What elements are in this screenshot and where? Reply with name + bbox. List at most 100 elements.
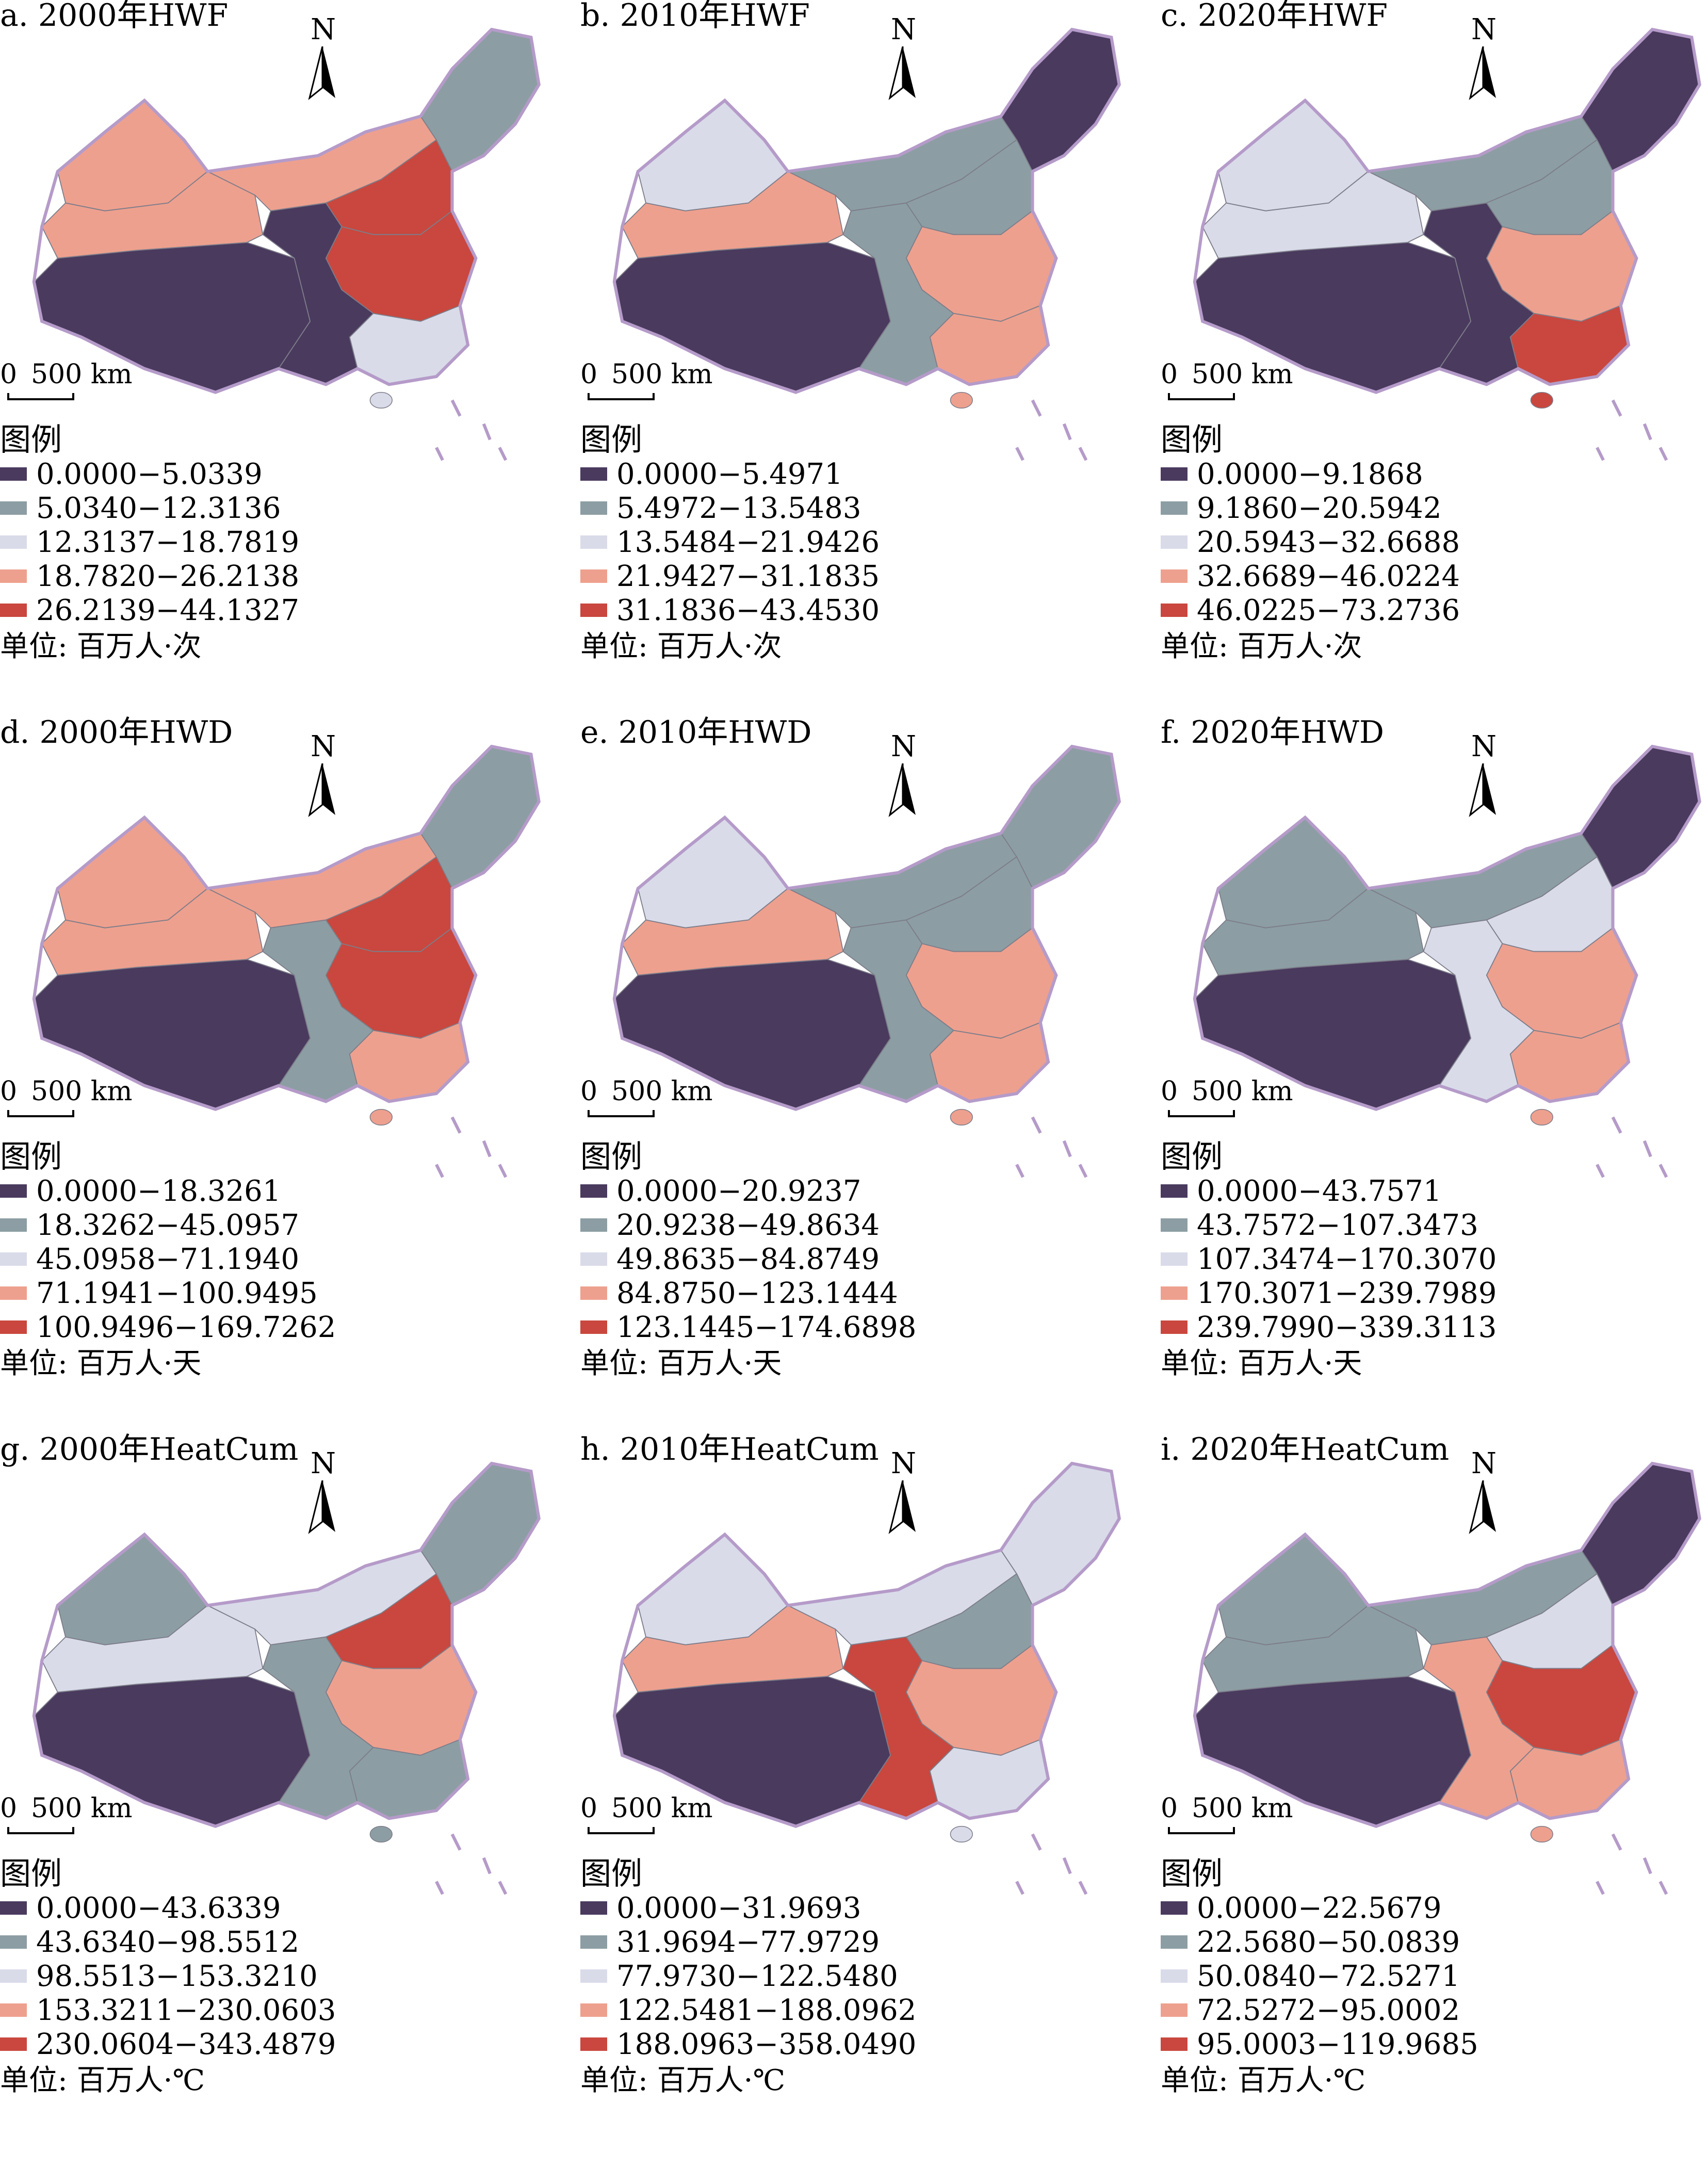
legend-row: 122.5481−188.0962 [580, 1993, 916, 2027]
legend-class-label: 22.5680−50.0839 [1197, 1925, 1460, 1959]
legend-class-label: 188.0963−358.0490 [616, 2027, 917, 2061]
hainan-island [950, 1108, 973, 1126]
scale-label: 500 km [31, 359, 133, 390]
country-boundary [612, 27, 1121, 394]
legend-swatch [580, 1935, 607, 1949]
map-panel: i. 2020年HeatCum N 0 500 km 图例 0.0000−22.5679 2… [1161, 1434, 1708, 2146]
choropleth-map [1193, 744, 1701, 1178]
panel-title: h. 2010年HeatCum [580, 1431, 879, 1467]
region-southwest [842, 1636, 954, 1819]
legend-swatch [580, 2003, 607, 2017]
country-boundary [1193, 1461, 1701, 1828]
legend-swatch [0, 569, 27, 583]
nine-dash-segment [1031, 399, 1042, 417]
legend-class-label: 26.2139−44.1327 [36, 593, 300, 627]
scale-zero: 0 [580, 1076, 598, 1107]
legend-row: 107.3474−170.3070 [1161, 1242, 1496, 1276]
scale-bar: 0 500 km [1161, 1795, 1295, 1836]
map-panel: c. 2020年HWF N 0 500 km 图例 0.0000−9.1868 9.1860… [1161, 0, 1708, 712]
nine-dash-segment [1658, 1881, 1668, 1895]
legend-class-label: 170.3071−239.7989 [1197, 1276, 1497, 1310]
scale-bar: 0 500 km [580, 1795, 714, 1836]
nine-dash-segment [1611, 399, 1622, 417]
legend-title: 图例 [1161, 422, 1223, 458]
legend-row: 0.0000−9.1868 [1161, 457, 1460, 491]
nine-dash-segment [1078, 1881, 1088, 1895]
choropleth-map [1193, 27, 1701, 461]
nine-dash-segment [498, 1164, 508, 1178]
nine-dash-segment [1658, 1164, 1668, 1178]
map-panel: h. 2010年HeatCum N 0 500 km 图例 0.0000−31.9693 3… [580, 1434, 1148, 2146]
legend-swatch [1161, 501, 1188, 515]
nine-dash-segment [1642, 1140, 1652, 1157]
map-panel: b. 2010年HWF N 0 500 km 图例 0.0000−5.4971 5.4972… [580, 0, 1148, 712]
region-southwest [1423, 1636, 1535, 1819]
nine-dash-segment [450, 1116, 462, 1134]
legend: 图例 0.0000−5.0339 5.0340−12.3136 12.3137−18.… [0, 423, 299, 664]
legend-swatch [0, 501, 27, 515]
nine-dash-segment [1596, 447, 1605, 461]
legend-title: 图例 [580, 422, 642, 458]
country-boundary [612, 744, 1121, 1111]
map-panel: f. 2020年HWD N 0 500 km 图例 0.0000−43.7571 43.75… [1161, 717, 1708, 1429]
legend-class-label: 123.1445−174.6898 [616, 1310, 917, 1344]
legend-title: 图例 [0, 1856, 62, 1892]
legend-row: 21.9427−31.1835 [580, 559, 880, 593]
nine-dash-segment [498, 1881, 508, 1895]
legend-class-label: 0.0000−31.9693 [616, 1891, 861, 1925]
legend-class-label: 20.9238−49.8634 [616, 1208, 880, 1242]
panel-title: a. 2000年HWF [0, 0, 229, 34]
legend-class-label: 0.0000−20.9237 [616, 1174, 861, 1208]
legend-unit: 单位: 百万人·天 [1161, 1347, 1362, 1380]
legend-swatch [1161, 535, 1188, 549]
legend-row: 100.9496−169.7262 [0, 1310, 336, 1344]
north-label: N [1471, 1447, 1496, 1480]
scale-bar-line [7, 1827, 74, 1834]
legend-swatch [580, 501, 607, 515]
legend-class-label: 9.1860−20.5942 [1197, 491, 1442, 525]
panel-title: g. 2000年HeatCum [0, 1431, 299, 1467]
region-southwest [262, 919, 374, 1102]
legend-row: 0.0000−43.6339 [0, 1891, 336, 1925]
north-label: N [1471, 730, 1496, 763]
scale-bar: 0 500 km [580, 361, 714, 402]
nine-dash-segment [1658, 447, 1668, 461]
nine-dash-segment [1031, 1833, 1042, 1851]
legend-swatch [0, 1218, 27, 1232]
legend-swatch [1161, 1184, 1188, 1198]
scale-bar: 0 500 km [1161, 1078, 1295, 1119]
legend: 图例 0.0000−5.4971 5.4972−13.5483 13.5484−21.… [580, 423, 880, 664]
legend: 图例 0.0000−18.3261 18.3262−45.0957 45.0958−7… [0, 1140, 336, 1381]
region-southwest [1423, 202, 1535, 385]
scale-zero: 0 [580, 359, 598, 390]
legend-row: 13.5484−21.9426 [580, 525, 880, 559]
legend-title: 图例 [1161, 1139, 1223, 1175]
north-arrow-icon: N [880, 732, 926, 820]
scale-bar-line [588, 1110, 655, 1117]
scale-zero: 0 [0, 1793, 18, 1824]
legend-row: 32.6689−46.0224 [1161, 559, 1460, 593]
legend-row: 0.0000−43.7571 [1161, 1174, 1496, 1208]
scale-zero: 0 [1161, 359, 1178, 390]
scale-bar: 0 500 km [1161, 361, 1295, 402]
legend: 图例 0.0000−20.9237 20.9238−49.8634 49.8635−8… [580, 1140, 916, 1381]
legend-swatch [0, 1252, 27, 1266]
nine-dash-segment [1062, 1857, 1072, 1874]
north-arrow-icon: N [1460, 15, 1506, 103]
legend-swatch [1161, 2003, 1188, 2017]
nine-dash-segment [435, 447, 444, 461]
legend: 图例 0.0000−9.1868 9.1860−20.5942 20.5943−32.… [1161, 423, 1460, 664]
legend-class-label: 107.3474−170.3070 [1197, 1242, 1497, 1276]
scale-zero: 0 [580, 1793, 598, 1824]
legend-row: 72.5272−95.0002 [1161, 1993, 1478, 2027]
legend-class-label: 43.6340−98.5512 [36, 1925, 300, 1959]
north-arrow-icon: N [299, 1449, 346, 1537]
legend-swatch [1161, 1286, 1188, 1300]
legend-class-label: 0.0000−5.4971 [616, 457, 843, 491]
choropleth-map [612, 1461, 1121, 1895]
hainan-island [369, 1108, 393, 1126]
legend-unit: 单位: 百万人·次 [0, 630, 202, 663]
legend-row: 31.9694−77.9729 [580, 1925, 916, 1959]
scale-bar-line [7, 393, 74, 400]
scale-label: 500 km [611, 359, 713, 390]
